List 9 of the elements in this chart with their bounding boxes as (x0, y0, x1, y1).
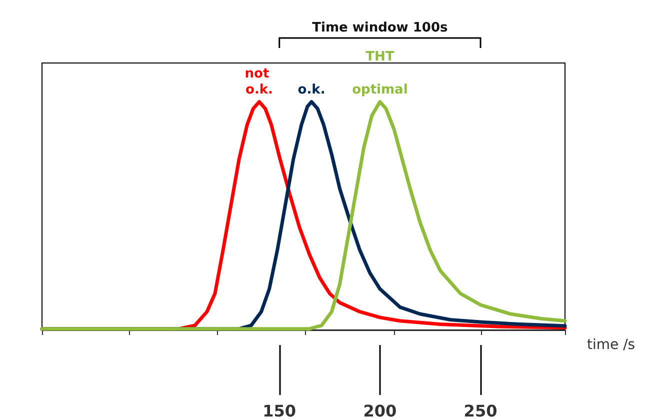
series-label: o.k. (298, 82, 326, 98)
series-label: not o.k. (244, 66, 274, 98)
text: Time window 100s (312, 20, 448, 36)
x-tick-label: 150 (262, 402, 296, 419)
x-tick-label: 200 (363, 402, 397, 419)
x-tick-label: 250 (464, 402, 498, 419)
x-axis-title: time /s (587, 337, 636, 353)
series-label: optimal (352, 82, 408, 98)
text: THT (366, 50, 394, 64)
